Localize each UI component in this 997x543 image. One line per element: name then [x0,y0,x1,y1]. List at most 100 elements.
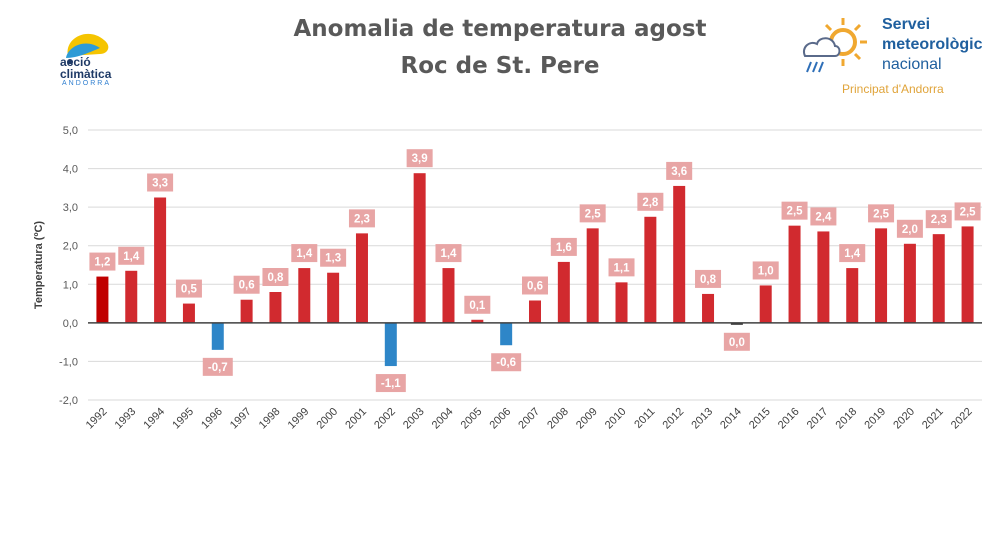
x-tick-label: 1996 [199,406,225,432]
data-label: 1,0 [758,265,774,277]
x-tick-label: 2012 [661,406,687,432]
data-label: 1,4 [123,251,140,263]
bar [615,282,628,323]
data-label-box [550,237,577,256]
bar [903,243,916,323]
data-label-box [348,209,375,228]
data-label: 1,4 [440,248,457,260]
data-label: 1,2 [94,257,110,269]
x-tick-label: 2019 [862,406,888,432]
x-tick-label: 2021 [920,406,946,432]
bar [413,173,426,323]
logo-right-line4: Principat d'Andorra [842,82,944,96]
y-tick-label: -2,0 [59,395,78,407]
data-label: 0,6 [239,280,255,292]
y-tick-label: 3,0 [63,202,78,214]
data-label-box [147,173,174,192]
accio-climatica-logo: acció climàtica ANDORRA [50,24,170,94]
bar [500,322,513,346]
logo-left-line3: ANDORRA [62,80,112,87]
accio-climatica-logo-icon [66,33,109,64]
y-tick-label: -1,0 [59,356,78,368]
bar [846,268,859,323]
data-label-box [491,353,522,372]
x-tick-label: 2007 [516,406,542,432]
data-label-box [579,204,606,223]
bar [644,216,657,323]
data-label: 0,8 [267,272,284,284]
x-tick-label: 2006 [487,406,513,432]
data-label-box [522,276,548,295]
data-label: 0,5 [181,284,198,296]
data-label-box [320,248,347,267]
logo-left-line2: climàtica [60,67,112,81]
y-tick-label: 4,0 [63,164,78,176]
bar [154,197,167,323]
x-tick-label: 2003 [401,406,427,432]
bar [182,303,195,323]
x-tick-label: 2008 [545,406,571,432]
data-label-box [175,279,202,298]
data-label: 2,8 [642,197,659,209]
data-label-box [375,374,406,393]
x-tick-label: 2018 [834,406,860,432]
x-tick-label: 2011 [632,406,657,431]
bar [327,272,340,323]
x-tick-label: 1994 [141,406,167,432]
data-label-box [781,201,808,220]
logo-right-line1: Servei [882,16,931,33]
chart-title-line2: Roc de St. Pere [400,53,600,79]
x-tick-label: 2022 [949,406,975,432]
y-tick-label: 5,0 [63,125,78,137]
y-tick-label: 1,0 [63,279,78,291]
x-tick-label: 1992 [84,406,110,432]
bar [817,231,830,323]
bar [240,299,253,323]
data-label-box [406,149,433,168]
x-tick-label: 2015 [747,406,773,432]
data-label: 2,3 [354,213,370,225]
data-label: 1,4 [844,248,861,260]
data-label-box [464,295,491,314]
data-label-box [752,261,779,280]
bar [355,233,368,323]
x-tick-label: 1993 [113,406,139,432]
data-label-box [695,269,722,288]
data-label: 2,0 [902,224,918,236]
data-label: -0,6 [496,357,516,369]
y-axis-title: Temperatura (ºC) [33,221,45,309]
chart-title-line1: Anomalia de temperatura agost [293,16,707,42]
data-label: 2,5 [787,206,804,218]
data-label-box [118,246,145,265]
data-label: -0,7 [208,362,228,374]
x-tick-label: 2009 [574,406,600,432]
x-tick-label: 2002 [372,406,398,432]
bar [702,293,715,323]
bar [529,300,541,323]
bar [875,228,888,323]
x-tick-label: 2004 [430,406,456,432]
bar [759,285,772,323]
data-label-box [637,192,664,211]
y-tick-label: 0,0 [63,318,78,330]
x-tick-label: 2017 [805,406,831,432]
bar [269,292,282,323]
data-label: 1,3 [325,253,341,265]
data-label: 0,0 [729,337,745,349]
data-label-box [925,210,952,229]
servei-meteorologic-logo: Servei meteorològic nacional Principat d… [795,8,995,100]
x-tick-label: 1999 [286,406,312,432]
data-label: 3,6 [671,166,687,178]
bar [673,185,686,323]
data-label: 2,5 [873,208,890,220]
data-label: 3,3 [152,178,168,190]
data-label-box [839,244,866,263]
bar [932,234,945,323]
x-tick-label: 2020 [891,406,917,432]
data-label-box [810,207,837,226]
data-label-box [608,258,635,277]
data-label-box [896,219,923,238]
data-label: 0,8 [700,274,717,286]
data-label: 1,6 [556,242,572,254]
sun-cloud-rain-icon [803,18,867,73]
